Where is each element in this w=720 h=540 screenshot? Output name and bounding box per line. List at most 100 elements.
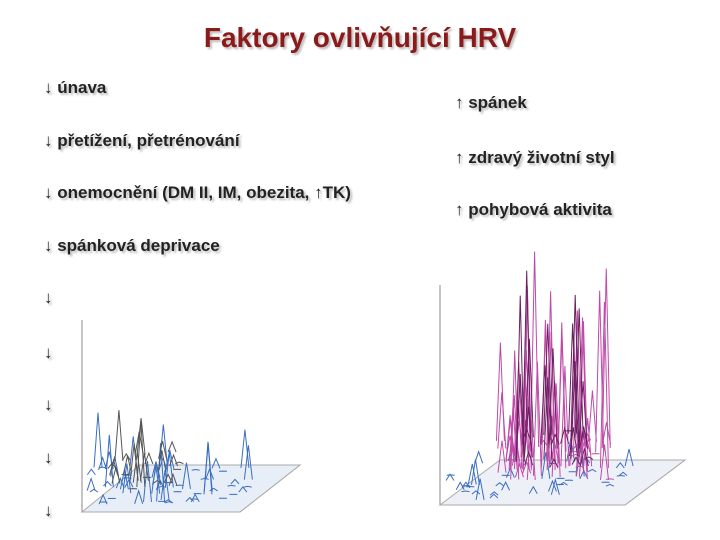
spike (548, 348, 558, 449)
spike (467, 463, 477, 485)
spike (514, 462, 524, 478)
spike (602, 422, 611, 445)
spike (541, 452, 551, 479)
spike (121, 452, 131, 461)
list-item: ↑ pohybová aktivita (455, 200, 612, 219)
list-item: ↓ spánková deprivace (44, 236, 220, 255)
spike (570, 361, 580, 459)
spike (230, 478, 240, 485)
spike (605, 478, 614, 480)
spike (144, 451, 154, 465)
spike (532, 361, 542, 476)
spike (495, 342, 505, 441)
spike (211, 457, 221, 469)
floor (80, 464, 302, 513)
list-item: ↓ (44, 448, 53, 467)
left-plot (80, 320, 302, 513)
list-item: ↓ (44, 395, 53, 414)
spike (134, 489, 144, 504)
spike (497, 440, 507, 473)
spike (618, 471, 628, 477)
spike (98, 493, 108, 505)
list-item: ↓ (44, 288, 53, 307)
spike (540, 365, 550, 444)
spike (143, 460, 153, 502)
spike (474, 450, 484, 464)
spike (587, 390, 597, 442)
spike (163, 499, 173, 503)
list-item: ↓ přetížení, přetrénování (44, 131, 240, 150)
spike (475, 478, 485, 500)
spike (557, 322, 567, 469)
spike (155, 479, 165, 491)
spike (515, 373, 525, 462)
spike (114, 410, 124, 461)
spike (523, 406, 533, 458)
spike (158, 440, 168, 459)
spike (505, 466, 515, 478)
spike (549, 458, 559, 468)
spike (568, 427, 578, 457)
spike (530, 251, 540, 447)
spike (181, 462, 191, 490)
spike (559, 481, 568, 486)
spike (543, 377, 553, 460)
spike (132, 452, 142, 483)
spike (86, 468, 96, 476)
list-item: ↑ spánek (455, 93, 527, 112)
spike (134, 431, 144, 455)
spike (513, 400, 523, 470)
spike (524, 449, 534, 466)
spike (104, 434, 114, 488)
spike (158, 424, 168, 467)
spike (168, 472, 178, 486)
spike (203, 443, 213, 492)
spike (570, 294, 580, 442)
spike (185, 496, 195, 502)
spike (578, 381, 588, 448)
list-item: ↓ (44, 501, 53, 520)
spike (489, 491, 499, 496)
spike (445, 473, 455, 481)
spike (524, 338, 534, 438)
spike (110, 456, 120, 477)
spike (520, 419, 530, 468)
spike (86, 476, 96, 491)
spike (157, 450, 167, 472)
spike (136, 418, 146, 455)
spike (579, 448, 589, 467)
spike (616, 475, 625, 477)
spike (111, 466, 121, 484)
spike (153, 479, 162, 484)
list-item: ↓ onemocnění (DM II, IM, obezita, ↑TK) (44, 183, 351, 202)
spike (539, 439, 549, 447)
spike (600, 444, 609, 480)
spike (599, 301, 609, 468)
spike (578, 317, 588, 447)
floor (438, 459, 687, 506)
spike (505, 418, 515, 457)
spike (601, 268, 611, 449)
spike (522, 270, 532, 445)
spike (238, 486, 248, 493)
spike (522, 460, 532, 474)
spike (470, 459, 480, 485)
spike (461, 490, 470, 493)
spike (543, 323, 553, 436)
spike (209, 487, 218, 492)
spike (497, 392, 507, 449)
spike (541, 324, 551, 465)
spike (123, 455, 133, 475)
spike (191, 468, 200, 471)
spike (495, 482, 505, 487)
spike (515, 295, 525, 461)
spike (489, 493, 499, 499)
spike (624, 449, 634, 467)
spike (560, 426, 570, 444)
right-plot (438, 285, 687, 506)
spike (551, 383, 561, 477)
spike (169, 453, 179, 467)
spike (107, 462, 117, 469)
